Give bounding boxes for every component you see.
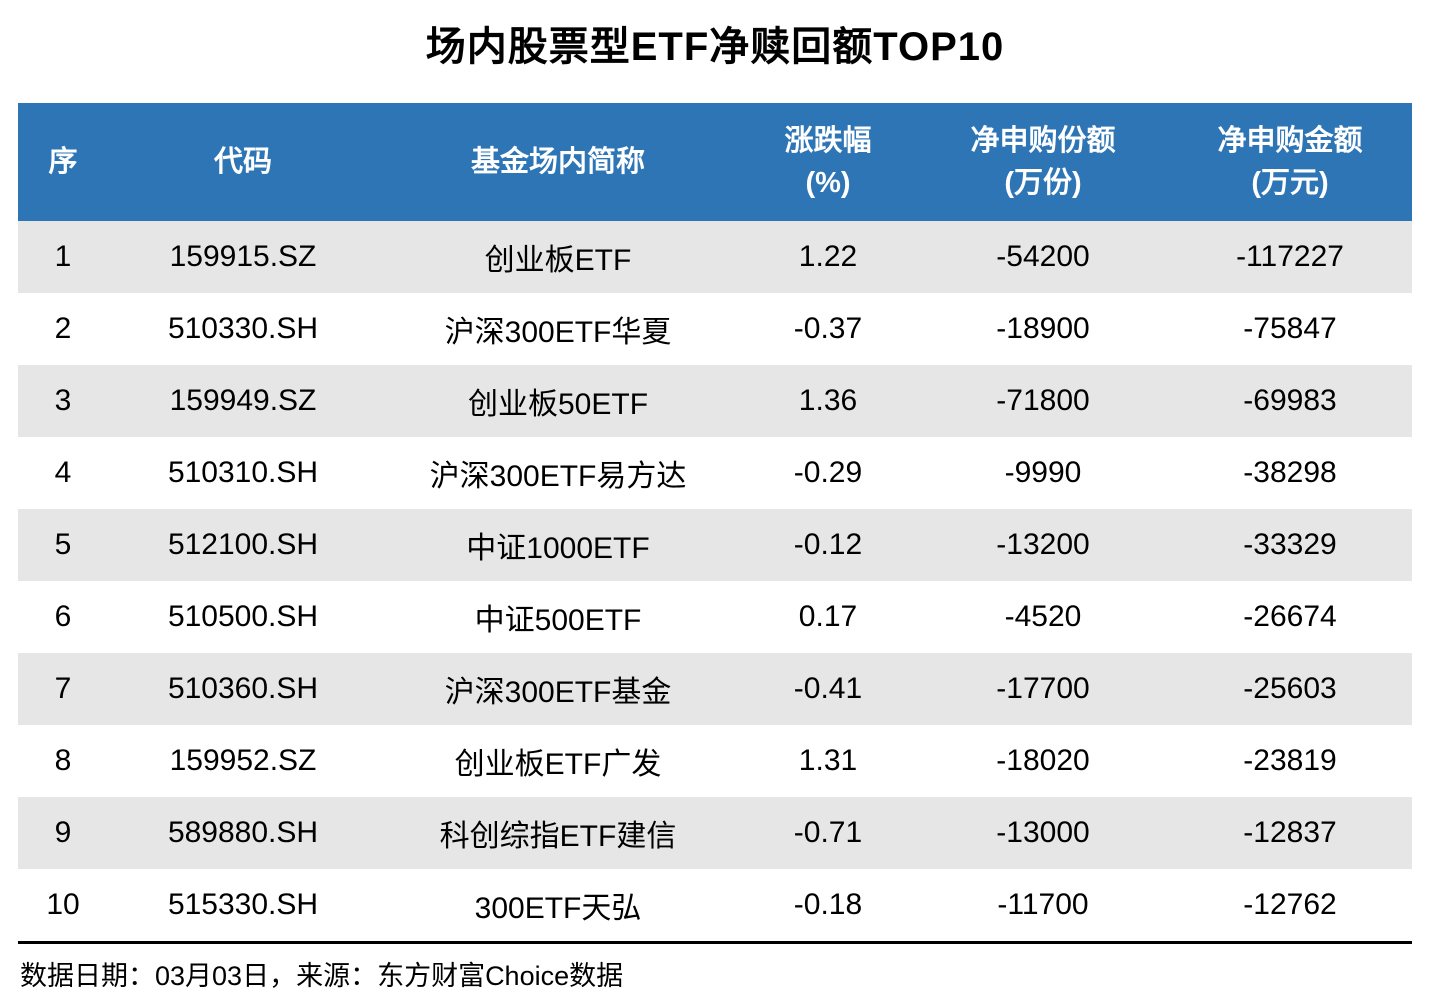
header-net-amount: 净申购金额 (万元) [1168, 103, 1412, 221]
cell-net-shares: -17700 [918, 653, 1168, 725]
cell-fund-name: 创业板50ETF [378, 365, 738, 437]
cell-fund-name: 沪深300ETF基金 [378, 653, 738, 725]
cell-net-amount: -117227 [1168, 221, 1412, 293]
table-header: 序 代码 基金场内简称 涨跌幅 (%) 净申购份额 (万份) 净申购金额 (万元… [18, 103, 1412, 221]
cell-change-pct: -0.71 [738, 797, 918, 869]
header-fund-name: 基金场内简称 [378, 103, 738, 221]
header-row: 序 代码 基金场内简称 涨跌幅 (%) 净申购份额 (万份) 净申购金额 (万元… [18, 103, 1412, 221]
cell-net-shares: -11700 [918, 869, 1168, 943]
cell-code: 510360.SH [108, 653, 378, 725]
cell-rank: 8 [18, 725, 108, 797]
header-net-shares-label: 净申购份额 [970, 124, 1116, 157]
header-change-pct: 涨跌幅 (%) [738, 103, 918, 221]
header-change-pct-label: 涨跌幅 [784, 124, 872, 157]
cell-change-pct: -0.37 [738, 293, 918, 365]
cell-net-amount: -69983 [1168, 365, 1412, 437]
table-row: 3 159949.SZ 创业板50ETF 1.36 -71800 -69983 [18, 365, 1412, 437]
cell-code: 159949.SZ [108, 365, 378, 437]
header-rank: 序 [18, 103, 108, 221]
cell-code: 510500.SH [108, 581, 378, 653]
table-row: 10 515330.SH 300ETF天弘 -0.18 -11700 -1276… [18, 869, 1412, 943]
cell-rank: 6 [18, 581, 108, 653]
table-row: 6 510500.SH 中证500ETF 0.17 -4520 -26674 [18, 581, 1412, 653]
cell-net-shares: -13200 [918, 509, 1168, 581]
cell-fund-name: 沪深300ETF易方达 [378, 437, 738, 509]
header-net-shares-unit: (万份) [1004, 167, 1082, 199]
cell-code: 510330.SH [108, 293, 378, 365]
cell-net-shares: -4520 [918, 581, 1168, 653]
cell-rank: 2 [18, 293, 108, 365]
cell-fund-name: 创业板ETF广发 [378, 725, 738, 797]
header-fund-name-label: 基金场内简称 [470, 145, 645, 178]
header-code: 代码 [108, 103, 378, 221]
table-row: 1 159915.SZ 创业板ETF 1.22 -54200 -117227 [18, 221, 1412, 293]
cell-net-shares: -71800 [918, 365, 1168, 437]
cell-code: 512100.SH [108, 509, 378, 581]
table-body: 1 159915.SZ 创业板ETF 1.22 -54200 -117227 2… [18, 221, 1412, 943]
cell-fund-name: 中证1000ETF [378, 509, 738, 581]
table-row: 5 512100.SH 中证1000ETF -0.12 -13200 -3332… [18, 509, 1412, 581]
cell-net-amount: -25603 [1168, 653, 1412, 725]
header-net-shares: 净申购份额 (万份) [918, 103, 1168, 221]
cell-rank: 9 [18, 797, 108, 869]
cell-change-pct: 0.17 [738, 581, 918, 653]
cell-code: 510310.SH [108, 437, 378, 509]
cell-net-amount: -12837 [1168, 797, 1412, 869]
cell-net-shares: -18020 [918, 725, 1168, 797]
cell-net-shares: -18900 [918, 293, 1168, 365]
cell-rank: 3 [18, 365, 108, 437]
cell-change-pct: 1.31 [738, 725, 918, 797]
cell-net-shares: -9990 [918, 437, 1168, 509]
cell-code: 589880.SH [108, 797, 378, 869]
header-net-amount-label: 净申购金额 [1217, 124, 1363, 157]
table-row: 8 159952.SZ 创业板ETF广发 1.31 -18020 -23819 [18, 725, 1412, 797]
cell-net-amount: -33329 [1168, 509, 1412, 581]
cell-net-amount: -26674 [1168, 581, 1412, 653]
cell-fund-name: 300ETF天弘 [378, 869, 738, 943]
cell-fund-name: 中证500ETF [378, 581, 738, 653]
cell-code: 159952.SZ [108, 725, 378, 797]
table-row: 7 510360.SH 沪深300ETF基金 -0.41 -17700 -256… [18, 653, 1412, 725]
table-row: 4 510310.SH 沪深300ETF易方达 -0.29 -9990 -382… [18, 437, 1412, 509]
cell-net-amount: -38298 [1168, 437, 1412, 509]
cell-rank: 10 [18, 869, 108, 943]
page-title: 场内股票型ETF净赎回额TOP10 [425, 25, 1005, 69]
header-change-pct-unit: (%) [805, 167, 851, 199]
cell-net-shares: -54200 [918, 221, 1168, 293]
cell-fund-name: 科创综指ETF建信 [378, 797, 738, 869]
header-rank-label: 序 [48, 145, 78, 178]
cell-net-amount: -23819 [1168, 725, 1412, 797]
cell-change-pct: -0.29 [738, 437, 918, 509]
cell-change-pct: -0.18 [738, 869, 918, 943]
cell-code: 515330.SH [108, 869, 378, 943]
etf-redemption-table: 序 代码 基金场内简称 涨跌幅 (%) 净申购份额 (万份) 净申购金额 (万元… [18, 103, 1412, 944]
table-row: 9 589880.SH 科创综指ETF建信 -0.71 -13000 -1283… [18, 797, 1412, 869]
cell-rank: 7 [18, 653, 108, 725]
cell-rank: 1 [18, 221, 108, 293]
header-net-amount-unit: (万元) [1251, 167, 1329, 199]
cell-code: 159915.SZ [108, 221, 378, 293]
cell-net-amount: -75847 [1168, 293, 1412, 365]
cell-change-pct: -0.41 [738, 653, 918, 725]
cell-fund-name: 沪深300ETF华夏 [378, 293, 738, 365]
cell-rank: 5 [18, 509, 108, 581]
table-row: 2 510330.SH 沪深300ETF华夏 -0.37 -18900 -758… [18, 293, 1412, 365]
cell-rank: 4 [18, 437, 108, 509]
cell-net-amount: -12762 [1168, 869, 1412, 943]
data-source-note: 数据日期：03月03日，来源：东方财富Choice数据 [20, 961, 624, 991]
cell-net-shares: -13000 [918, 797, 1168, 869]
header-code-label: 代码 [213, 145, 272, 178]
cell-fund-name: 创业板ETF [378, 221, 738, 293]
cell-change-pct: -0.12 [738, 509, 918, 581]
cell-change-pct: 1.22 [738, 221, 918, 293]
cell-change-pct: 1.36 [738, 365, 918, 437]
